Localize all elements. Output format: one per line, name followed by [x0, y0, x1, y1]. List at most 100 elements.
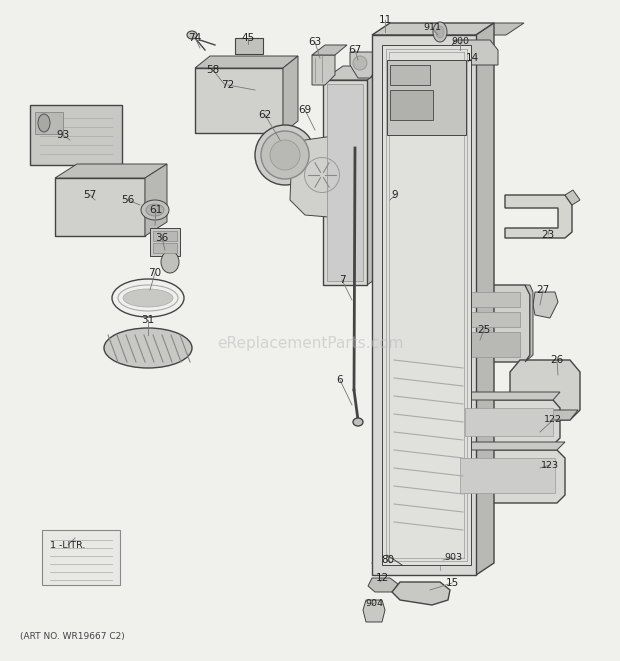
Text: 70: 70 — [148, 268, 162, 278]
Polygon shape — [290, 135, 358, 218]
Polygon shape — [505, 195, 572, 238]
Polygon shape — [565, 190, 580, 205]
Ellipse shape — [187, 31, 197, 39]
Text: 6: 6 — [337, 375, 343, 385]
Ellipse shape — [261, 131, 309, 179]
Text: 911: 911 — [423, 24, 441, 32]
Polygon shape — [476, 23, 494, 575]
Text: 11: 11 — [378, 15, 392, 25]
Bar — [153, 231, 177, 241]
Text: 27: 27 — [536, 285, 549, 295]
Polygon shape — [392, 582, 450, 605]
Text: 63: 63 — [308, 37, 322, 47]
Text: 93: 93 — [56, 130, 69, 140]
Ellipse shape — [353, 418, 363, 426]
Text: 122: 122 — [544, 416, 562, 424]
Text: 123: 123 — [541, 461, 559, 469]
Bar — [195, 68, 283, 133]
Text: 56: 56 — [122, 195, 135, 205]
Text: 15: 15 — [445, 578, 459, 588]
Ellipse shape — [146, 204, 164, 216]
Text: 62: 62 — [259, 110, 272, 120]
Bar — [387, 60, 466, 135]
Polygon shape — [55, 178, 145, 236]
Bar — [455, 422, 463, 428]
Ellipse shape — [38, 114, 50, 132]
Bar — [153, 243, 177, 253]
Ellipse shape — [123, 289, 173, 307]
Polygon shape — [452, 450, 565, 503]
Text: 26: 26 — [551, 355, 564, 365]
Polygon shape — [372, 35, 476, 575]
Ellipse shape — [104, 328, 192, 368]
Ellipse shape — [161, 251, 179, 273]
Polygon shape — [350, 52, 380, 78]
Text: 903: 903 — [444, 553, 462, 563]
Text: 12: 12 — [375, 573, 389, 583]
Text: 23: 23 — [541, 230, 555, 240]
Text: 31: 31 — [141, 315, 154, 325]
Text: 45: 45 — [241, 33, 255, 43]
Text: 67: 67 — [348, 45, 361, 55]
Polygon shape — [520, 410, 578, 420]
Bar — [235, 38, 263, 54]
Polygon shape — [445, 285, 530, 362]
Polygon shape — [372, 558, 398, 568]
Polygon shape — [363, 600, 385, 622]
Text: 25: 25 — [477, 325, 490, 335]
Polygon shape — [372, 23, 494, 35]
Text: 61: 61 — [149, 205, 162, 215]
Polygon shape — [447, 40, 498, 65]
Text: 58: 58 — [206, 65, 219, 75]
Bar — [460, 458, 555, 493]
Bar — [458, 292, 520, 307]
Text: 9: 9 — [392, 190, 398, 200]
Ellipse shape — [141, 200, 169, 220]
Ellipse shape — [434, 548, 446, 568]
Polygon shape — [367, 66, 387, 285]
Polygon shape — [382, 45, 471, 565]
Bar — [465, 408, 553, 436]
Polygon shape — [145, 164, 167, 236]
Bar — [390, 65, 430, 85]
Polygon shape — [465, 392, 560, 400]
Bar — [458, 312, 520, 327]
Text: 14: 14 — [466, 53, 479, 63]
Polygon shape — [283, 56, 298, 133]
Text: 36: 36 — [156, 233, 169, 243]
Ellipse shape — [436, 26, 444, 38]
Polygon shape — [458, 400, 560, 445]
Text: 900: 900 — [451, 38, 469, 46]
Text: 80: 80 — [381, 555, 394, 565]
Text: 57: 57 — [83, 190, 97, 200]
Polygon shape — [312, 45, 347, 55]
Text: 69: 69 — [298, 105, 312, 115]
Bar — [42, 530, 120, 585]
Polygon shape — [476, 23, 524, 35]
Bar — [390, 90, 433, 120]
Bar — [30, 105, 122, 165]
Polygon shape — [460, 442, 565, 450]
Text: 72: 72 — [221, 80, 234, 90]
Ellipse shape — [353, 56, 367, 70]
Text: eReplacementParts.com: eReplacementParts.com — [217, 336, 403, 351]
Polygon shape — [368, 578, 398, 592]
Text: 1 -LITR.: 1 -LITR. — [50, 541, 86, 549]
Bar — [327, 84, 363, 281]
Polygon shape — [195, 56, 298, 68]
Polygon shape — [323, 66, 387, 80]
Text: 74: 74 — [188, 33, 202, 43]
Polygon shape — [323, 80, 367, 285]
Polygon shape — [533, 292, 558, 318]
Ellipse shape — [433, 22, 447, 42]
Bar — [35, 112, 63, 134]
Polygon shape — [525, 285, 533, 362]
Text: 7: 7 — [339, 275, 345, 285]
Text: (ART NO. WR19667 C2): (ART NO. WR19667 C2) — [20, 632, 125, 641]
Polygon shape — [312, 55, 335, 85]
Text: 904: 904 — [365, 598, 383, 607]
Bar — [450, 460, 458, 466]
Polygon shape — [510, 360, 580, 420]
Bar — [458, 332, 520, 357]
Polygon shape — [55, 164, 167, 178]
